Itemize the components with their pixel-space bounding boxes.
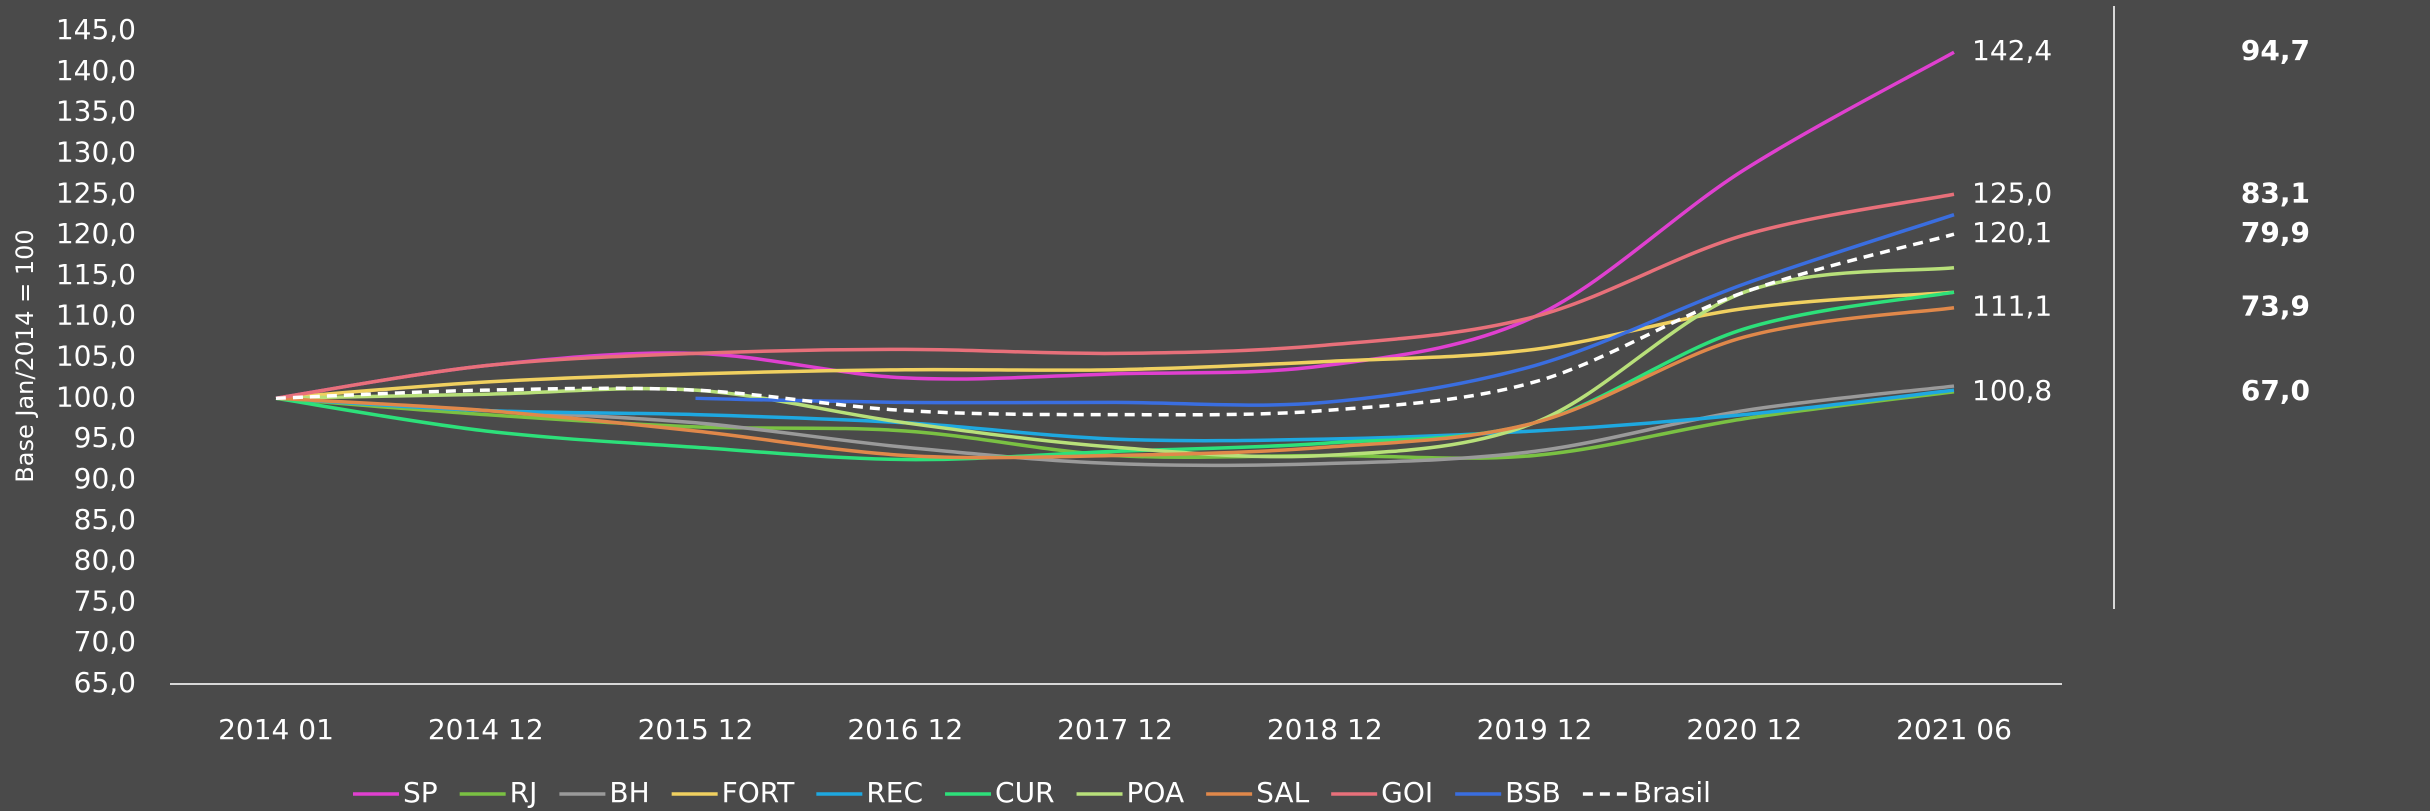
x-tick-label: 2017 12 bbox=[1057, 713, 1173, 746]
y-tick-label: 90,0 bbox=[74, 462, 136, 495]
y-tick-label: 105,0 bbox=[56, 340, 136, 373]
y-tick-label: 85,0 bbox=[74, 503, 136, 536]
y-tick-label: 100,0 bbox=[56, 380, 136, 413]
page: {"chart_data": { "type": "line", "y_labe… bbox=[0, 0, 2430, 811]
y-tick-label: 70,0 bbox=[74, 625, 136, 658]
x-tick-label: 2018 12 bbox=[1267, 713, 1383, 746]
y-tick-label: 65,0 bbox=[74, 666, 136, 699]
value-label: 111,1 bbox=[1972, 290, 2052, 323]
legend-label: GOI bbox=[1381, 776, 1433, 809]
value-label: 120,1 bbox=[1972, 216, 2052, 249]
x-tick-label: 2021 06 bbox=[1896, 713, 2012, 746]
legend-label: REC bbox=[866, 776, 923, 809]
annotation: 83,1 bbox=[2241, 176, 2310, 209]
annotation: 94,7 bbox=[2241, 34, 2310, 67]
chart: Base Jan/2014 = 100 65,0 70,0 75,0 80,0 85,0… bbox=[0, 0, 2430, 811]
y-tick-label: 110,0 bbox=[56, 299, 136, 332]
legend-label: BH bbox=[609, 776, 649, 809]
y-axis-label: Base Jan/2014 = 100 bbox=[11, 229, 39, 482]
x-tick-label: 2014 01 bbox=[218, 713, 334, 746]
legend-label: BSB bbox=[1505, 776, 1561, 809]
y-tick-label: 140,0 bbox=[56, 54, 136, 87]
y-tick-label: 125,0 bbox=[56, 176, 136, 209]
value-label: 142,4 bbox=[1972, 34, 2052, 67]
annotation: 73,9 bbox=[2241, 290, 2310, 323]
legend-label: SP bbox=[403, 776, 438, 809]
legend-label: RJ bbox=[510, 776, 538, 809]
legend-label: POA bbox=[1127, 776, 1185, 809]
y-tick-label: 115,0 bbox=[56, 258, 136, 291]
y-tick-label: 130,0 bbox=[56, 135, 136, 168]
x-tick-label: 2016 12 bbox=[847, 713, 963, 746]
annotation: 79,9 bbox=[2241, 216, 2310, 249]
y-tick-label: 145,0 bbox=[56, 13, 136, 46]
x-tick-label: 2020 12 bbox=[1686, 713, 1802, 746]
legend-label: SAL bbox=[1256, 776, 1309, 809]
y-tick-label: 135,0 bbox=[56, 95, 136, 128]
x-tick-label: 2014 12 bbox=[428, 713, 544, 746]
legend-label: Brasil bbox=[1633, 776, 1711, 809]
legend-label: FORT bbox=[722, 776, 796, 809]
x-tick-label: 2019 12 bbox=[1477, 713, 1593, 746]
y-tick-label: 95,0 bbox=[74, 421, 136, 454]
y-tick-label: 75,0 bbox=[74, 584, 136, 617]
x-tick-label: 2015 12 bbox=[638, 713, 754, 746]
value-label: 125,0 bbox=[1972, 176, 2052, 209]
legend-label: CUR bbox=[995, 776, 1055, 809]
annotation: 67,0 bbox=[2241, 374, 2310, 407]
y-tick-label: 80,0 bbox=[74, 544, 136, 577]
y-tick-label: 120,0 bbox=[56, 217, 136, 250]
value-label: 100,8 bbox=[1972, 374, 2052, 407]
